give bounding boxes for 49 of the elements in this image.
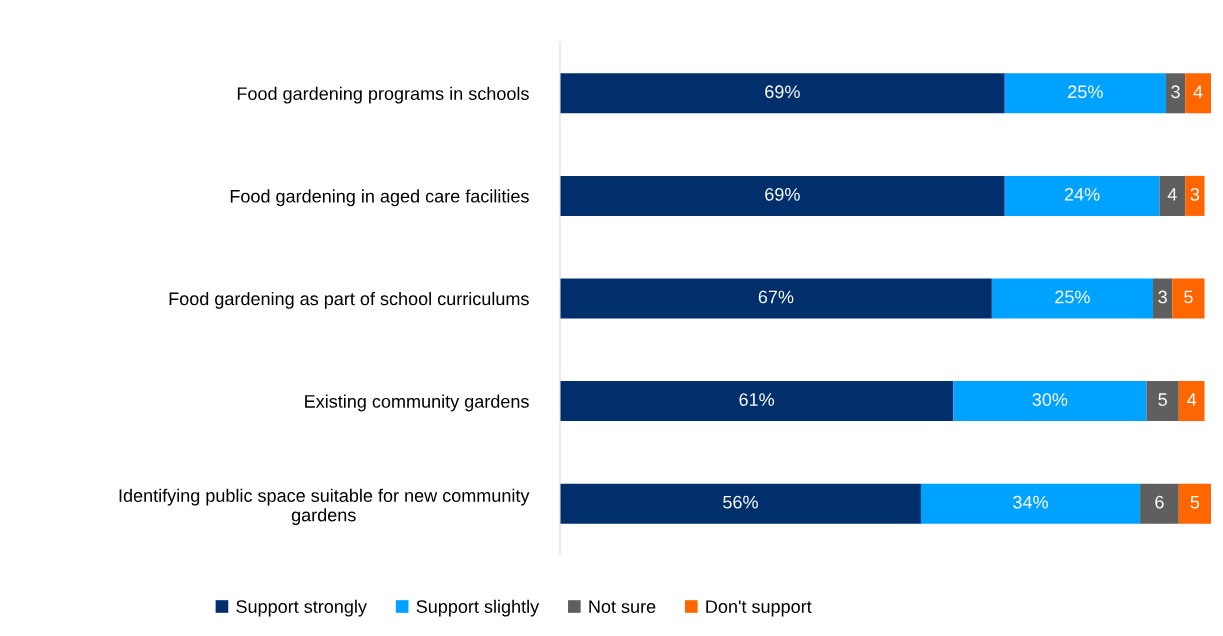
data-label: 67% <box>758 290 794 304</box>
y-tick-label: Identifying public space suitable for new community gardens <box>119 488 530 526</box>
bar <box>1004 175 1160 216</box>
legend-label: Support slightly <box>416 599 540 617</box>
data-label: 61% <box>739 393 775 406</box>
bar <box>1146 381 1179 422</box>
y-tick-label: Food gardening as part of school curriculums <box>169 291 529 309</box>
bar <box>560 73 1005 114</box>
data-label: 69% <box>765 187 800 201</box>
bar <box>1185 73 1211 114</box>
bar <box>560 175 1005 216</box>
bar <box>1178 381 1205 422</box>
data-label: 30% <box>1032 393 1068 406</box>
bar <box>920 483 1141 524</box>
bar <box>560 483 921 524</box>
y-tick-label: Existing community gardens <box>305 394 529 412</box>
legend-label: Support strongly <box>236 599 367 617</box>
data-label: 25% <box>1055 290 1090 304</box>
data-label: 3 <box>1171 85 1180 99</box>
data-label: 34% <box>1013 495 1048 509</box>
data-label: 6 <box>1155 495 1164 509</box>
bar <box>1140 483 1179 524</box>
data-label: 4 <box>1193 85 1203 98</box>
bar <box>1159 175 1186 216</box>
data-label: 25% <box>1068 85 1103 99</box>
bar <box>1152 278 1173 319</box>
data-label: 5 <box>1184 290 1193 304</box>
bar <box>560 278 992 319</box>
bar <box>991 278 1153 319</box>
y-tick-label: Food gardening programs in schools <box>237 86 529 104</box>
data-label: 24% <box>1064 187 1100 201</box>
legend-label: Not sure <box>589 600 656 613</box>
bar <box>1004 73 1166 114</box>
data-label: 5 <box>1158 393 1167 406</box>
bar <box>1185 175 1205 216</box>
data-label: 4 <box>1167 188 1177 201</box>
legend-label: Don't support <box>706 600 812 617</box>
bar <box>953 381 1147 422</box>
data-label: 56% <box>723 495 758 509</box>
bar <box>1165 73 1186 114</box>
data-label: 69% <box>765 85 800 99</box>
bar <box>560 381 954 422</box>
data-label: 3 <box>1158 290 1167 304</box>
data-label: 3 <box>1190 187 1200 201</box>
data-label: 4 <box>1187 393 1197 406</box>
bar <box>1172 278 1205 319</box>
y-tick-label: Food gardening in aged care facilities <box>230 189 529 207</box>
bar <box>1178 483 1211 524</box>
data-label: 5 <box>1190 495 1200 509</box>
